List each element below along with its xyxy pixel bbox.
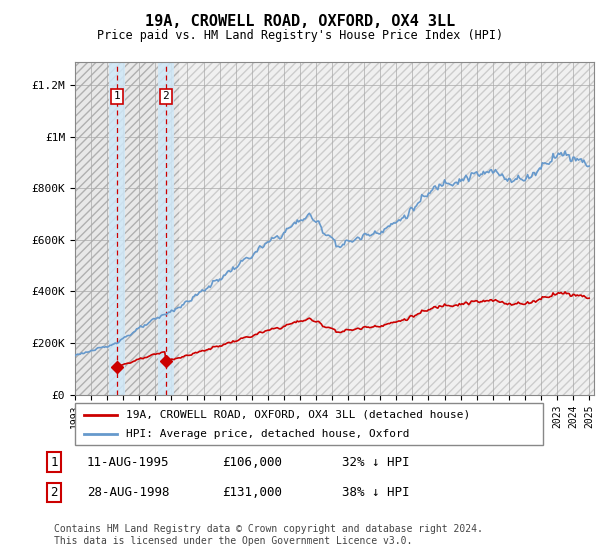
Text: 19A, CROWELL ROAD, OXFORD, OX4 3LL (detached house): 19A, CROWELL ROAD, OXFORD, OX4 3LL (deta…: [127, 409, 471, 419]
Text: 2: 2: [163, 91, 169, 101]
Text: Contains HM Land Registry data © Crown copyright and database right 2024.
This d: Contains HM Land Registry data © Crown c…: [54, 524, 483, 546]
Text: £106,000: £106,000: [222, 455, 282, 469]
Bar: [179, 59, 597, 395]
Text: Price paid vs. HM Land Registry's House Price Index (HPI): Price paid vs. HM Land Registry's House …: [97, 29, 503, 42]
Text: 19A, CROWELL ROAD, OXFORD, OX4 3LL: 19A, CROWELL ROAD, OXFORD, OX4 3LL: [145, 14, 455, 29]
Bar: [75, 59, 179, 395]
Text: 1: 1: [114, 91, 121, 101]
Text: HPI: Average price, detached house, Oxford: HPI: Average price, detached house, Oxfo…: [127, 429, 410, 439]
Text: 2: 2: [50, 486, 58, 500]
Text: 1: 1: [50, 455, 58, 469]
Bar: [109, 62, 125, 395]
Text: 32% ↓ HPI: 32% ↓ HPI: [342, 455, 409, 469]
Bar: [158, 62, 174, 395]
Text: 38% ↓ HPI: 38% ↓ HPI: [342, 486, 409, 500]
Text: £131,000: £131,000: [222, 486, 282, 500]
Text: 11-AUG-1995: 11-AUG-1995: [87, 455, 170, 469]
Text: 28-AUG-1998: 28-AUG-1998: [87, 486, 170, 500]
